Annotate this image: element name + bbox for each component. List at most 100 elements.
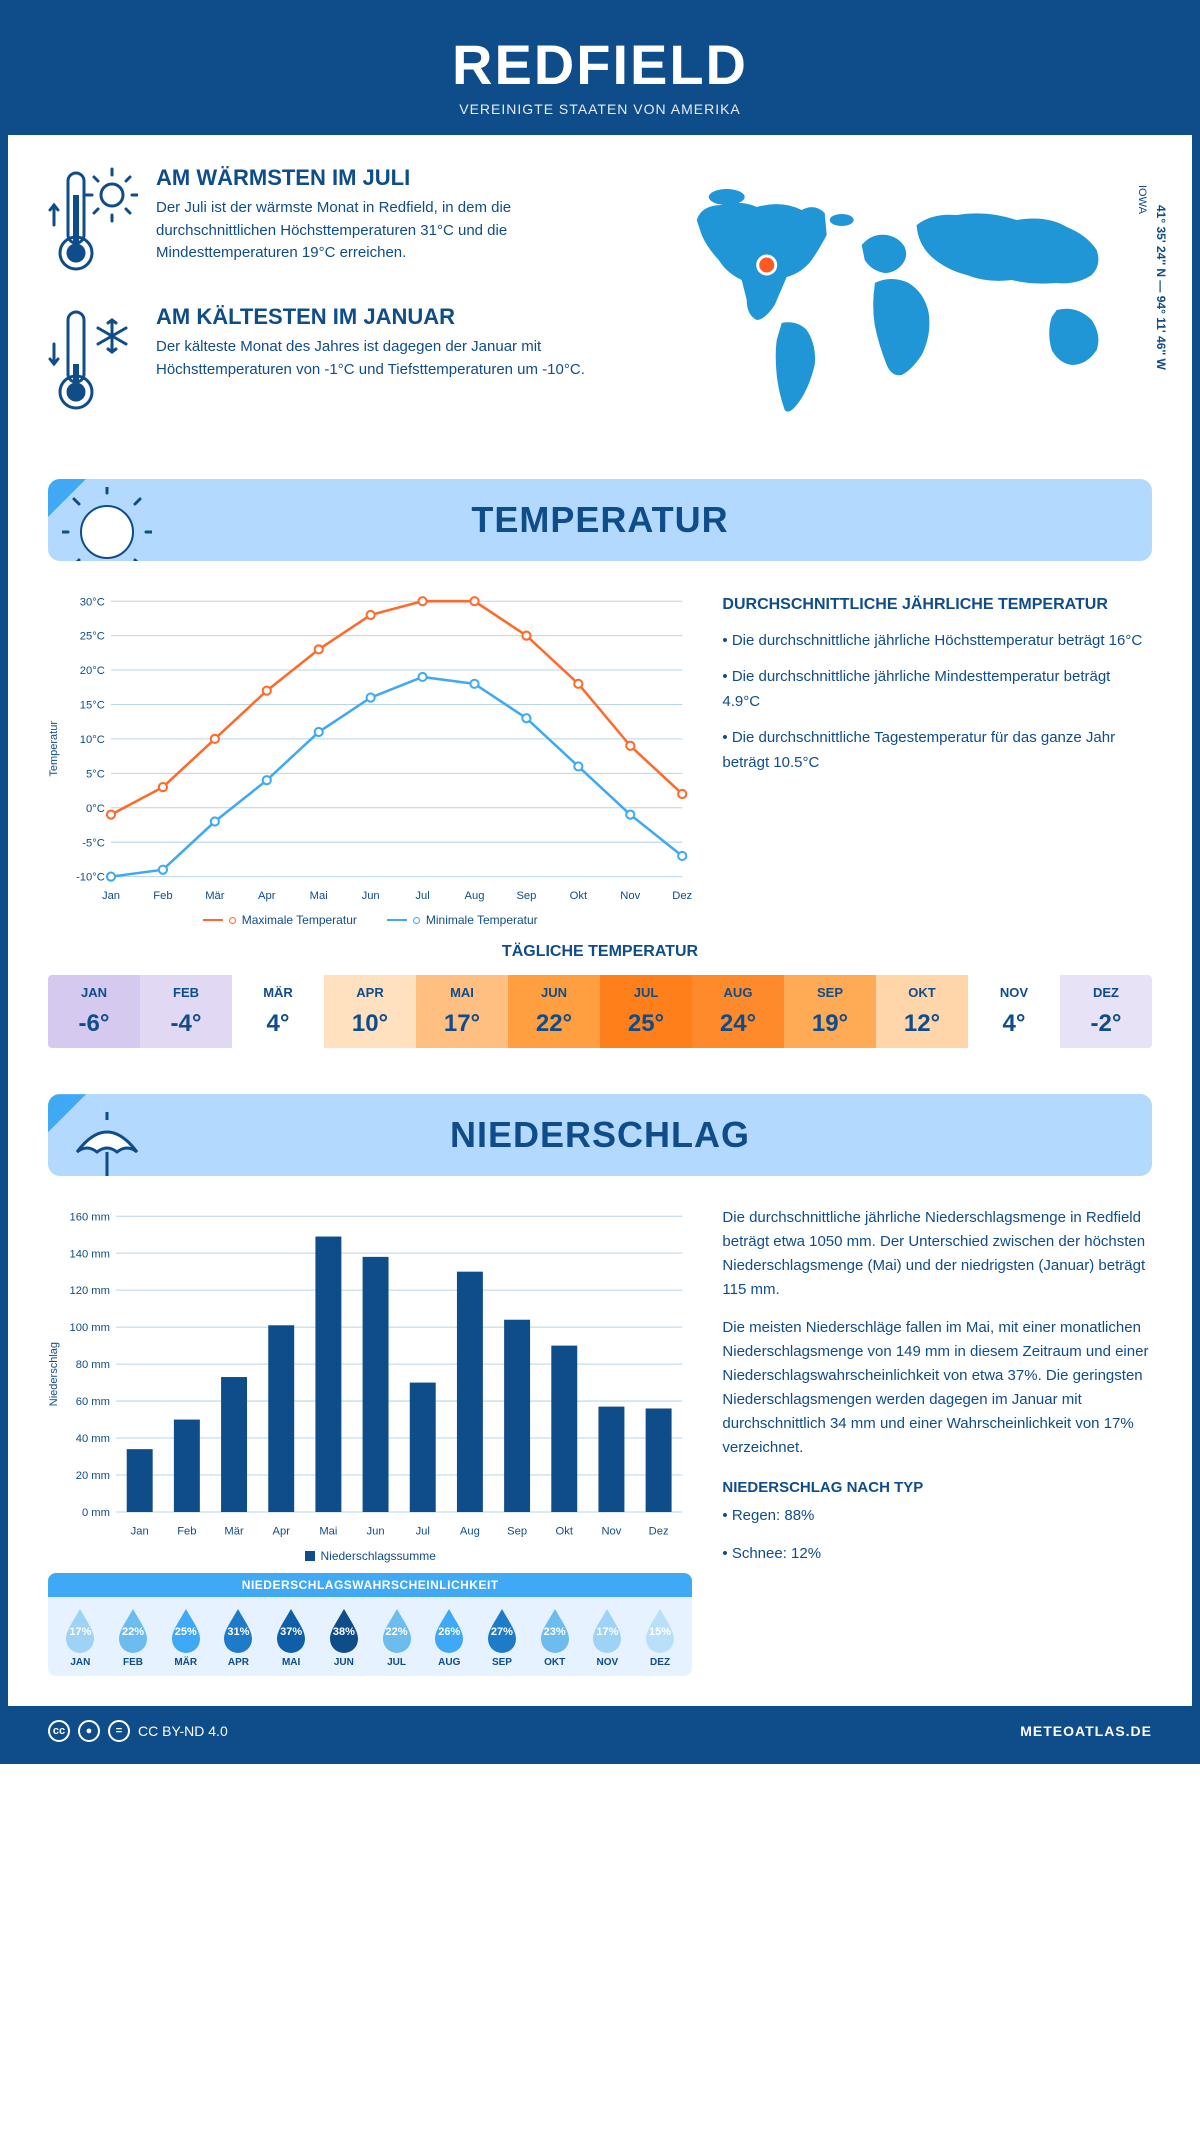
- svg-text:Jan: Jan: [131, 1526, 149, 1538]
- annual-temp-line: • Die durchschnittliche jährliche Mindes…: [722, 664, 1152, 715]
- svg-text:Dez: Dez: [672, 890, 692, 902]
- svg-text:Nov: Nov: [601, 1526, 621, 1538]
- temperature-line-chart: -10°C-5°C0°C5°C10°C15°C20°C25°C30°CJanFe…: [60, 591, 692, 907]
- world-map: [641, 165, 1152, 425]
- temp-legend: Maximale Temperatur Minimale Temperatur: [48, 913, 692, 927]
- svg-text:Aug: Aug: [460, 1526, 480, 1538]
- by-icon: ●: [78, 1720, 100, 1742]
- svg-text:40 mm: 40 mm: [76, 1433, 110, 1445]
- prob-cell: 17% NOV: [581, 1607, 634, 1668]
- precip-type-line: • Regen: 88%: [722, 1504, 1152, 1528]
- svg-text:Aug: Aug: [465, 890, 485, 902]
- raindrop-icon: 37%: [273, 1607, 309, 1653]
- svg-text:Okt: Okt: [570, 890, 588, 902]
- raindrop-icon: 15%: [642, 1607, 678, 1653]
- svg-text:Okt: Okt: [556, 1526, 574, 1538]
- temp-cell: AUG24°: [692, 975, 784, 1048]
- daily-temp-grid: JAN-6°FEB-4°MÄR4°APR10°MAI17°JUN22°JUL25…: [48, 975, 1152, 1048]
- city-title: REDFIELD: [8, 32, 1192, 97]
- raindrop-icon: 23%: [537, 1607, 573, 1653]
- warmest-title: AM WÄRMSTEN IM JULI: [156, 165, 611, 191]
- precip-probability: NIEDERSCHLAGSWAHRSCHEINLICHKEIT 17% JAN …: [48, 1573, 692, 1676]
- prob-cell: 17% JAN: [54, 1607, 107, 1668]
- svg-text:Feb: Feb: [153, 890, 172, 902]
- section-temp-title: TEMPERATUR: [78, 499, 1122, 541]
- precip-legend: Niederschlagssumme: [48, 1549, 692, 1563]
- section-temperature: TEMPERATUR: [48, 479, 1152, 561]
- temp-cell: DEZ-2°: [1060, 975, 1152, 1048]
- svg-text:Mär: Mär: [205, 890, 225, 902]
- svg-text:0 mm: 0 mm: [82, 1507, 110, 1519]
- prob-cell: 37% MAI: [265, 1607, 318, 1668]
- svg-text:Apr: Apr: [258, 890, 276, 902]
- svg-text:30°C: 30°C: [80, 596, 105, 608]
- temp-cell: APR10°: [324, 975, 416, 1048]
- raindrop-icon: 31%: [220, 1607, 256, 1653]
- nd-icon: =: [108, 1720, 130, 1742]
- raindrop-icon: 25%: [168, 1607, 204, 1653]
- license-label: CC BY-ND 4.0: [138, 1723, 228, 1739]
- prob-heading: NIEDERSCHLAGSWAHRSCHEINLICHKEIT: [48, 1573, 692, 1597]
- precipitation-bar-chart: 0 mm 20 mm 40 mm 60 mm 80 mm 100 mm 120 mm 140 …: [60, 1206, 692, 1543]
- svg-text:120 mm: 120 mm: [70, 1285, 110, 1297]
- svg-text:-5°C: -5°C: [82, 837, 105, 849]
- svg-text:60 mm: 60 mm: [76, 1396, 110, 1408]
- svg-text:Jul: Jul: [415, 890, 429, 902]
- svg-text:Mai: Mai: [310, 890, 328, 902]
- svg-text:Jul: Jul: [416, 1526, 430, 1538]
- raindrop-icon: 22%: [379, 1607, 415, 1653]
- coords-label: 41° 35' 24'' N — 94° 11' 46'' W: [1154, 205, 1168, 370]
- prob-cell: 27% SEP: [476, 1607, 529, 1668]
- raindrop-icon: 38%: [326, 1607, 362, 1653]
- precip-text: Die durchschnittliche jährliche Niedersc…: [722, 1206, 1152, 1302]
- svg-text:Nov: Nov: [620, 890, 640, 902]
- svg-text:Jun: Jun: [367, 1526, 385, 1538]
- coldest-text: Der kälteste Monat des Jahres ist dagege…: [156, 336, 611, 381]
- prob-cell: 25% MÄR: [159, 1607, 212, 1668]
- svg-text:10°C: 10°C: [80, 734, 105, 746]
- umbrella-icon: [62, 1102, 152, 1176]
- prob-cell: 15% DEZ: [634, 1607, 687, 1668]
- header: REDFIELD VEREINIGTE STAATEN VON AMERIKA: [8, 8, 1192, 135]
- temp-cell: MÄR4°: [232, 975, 324, 1048]
- svg-text:140 mm: 140 mm: [70, 1248, 110, 1260]
- thermometer-snow-icon: [48, 304, 138, 419]
- annual-temp-line: • Die durchschnittliche Tagestemperatur …: [722, 725, 1152, 776]
- svg-text:Mär: Mär: [224, 1526, 244, 1538]
- precip-type-line: • Schnee: 12%: [722, 1542, 1152, 1566]
- temp-cell: OKT12°: [876, 975, 968, 1048]
- svg-text:15°C: 15°C: [80, 700, 105, 712]
- precip-chart-ylabel: Niederschlag: [48, 1342, 60, 1406]
- temp-cell: MAI17°: [416, 975, 508, 1048]
- temp-cell: FEB-4°: [140, 975, 232, 1048]
- prob-cell: 26% AUG: [423, 1607, 476, 1668]
- prob-cell: 23% OKT: [528, 1607, 581, 1668]
- precip-text: Die meisten Niederschläge fallen im Mai,…: [722, 1316, 1152, 1460]
- svg-text:80 mm: 80 mm: [76, 1359, 110, 1371]
- daily-temp-heading: TÄGLICHE TEMPERATUR: [48, 943, 1152, 961]
- svg-text:100 mm: 100 mm: [70, 1322, 110, 1334]
- svg-text:25°C: 25°C: [80, 631, 105, 643]
- location-marker: [757, 256, 775, 274]
- svg-text:0°C: 0°C: [86, 803, 105, 815]
- section-precip-title: NIEDERSCHLAG: [78, 1114, 1122, 1156]
- svg-text:-10°C: -10°C: [76, 872, 105, 884]
- region-label: IOWA: [1136, 185, 1148, 214]
- country-subtitle: VEREINIGTE STAATEN VON AMERIKA: [8, 101, 1192, 117]
- svg-text:20 mm: 20 mm: [76, 1470, 110, 1482]
- temp-cell: JAN-6°: [48, 975, 140, 1048]
- svg-text:Sep: Sep: [516, 890, 536, 902]
- raindrop-icon: 26%: [431, 1607, 467, 1653]
- svg-text:Apr: Apr: [272, 1526, 290, 1538]
- raindrop-icon: 27%: [484, 1607, 520, 1653]
- annual-temp-line: • Die durchschnittliche jährliche Höchst…: [722, 628, 1152, 654]
- prob-cell: 22% JUL: [370, 1607, 423, 1668]
- temp-chart-ylabel: Temperatur: [48, 721, 60, 777]
- prob-cell: 31% APR: [212, 1607, 265, 1668]
- site-label: METEOATLAS.DE: [1020, 1723, 1152, 1739]
- svg-text:5°C: 5°C: [86, 768, 105, 780]
- footer: cc ● = CC BY-ND 4.0 METEOATLAS.DE: [8, 1706, 1192, 1756]
- precip-type-heading: NIEDERSCHLAG NACH TYP: [722, 1476, 1152, 1500]
- cc-icon: cc: [48, 1720, 70, 1742]
- raindrop-icon: 22%: [115, 1607, 151, 1653]
